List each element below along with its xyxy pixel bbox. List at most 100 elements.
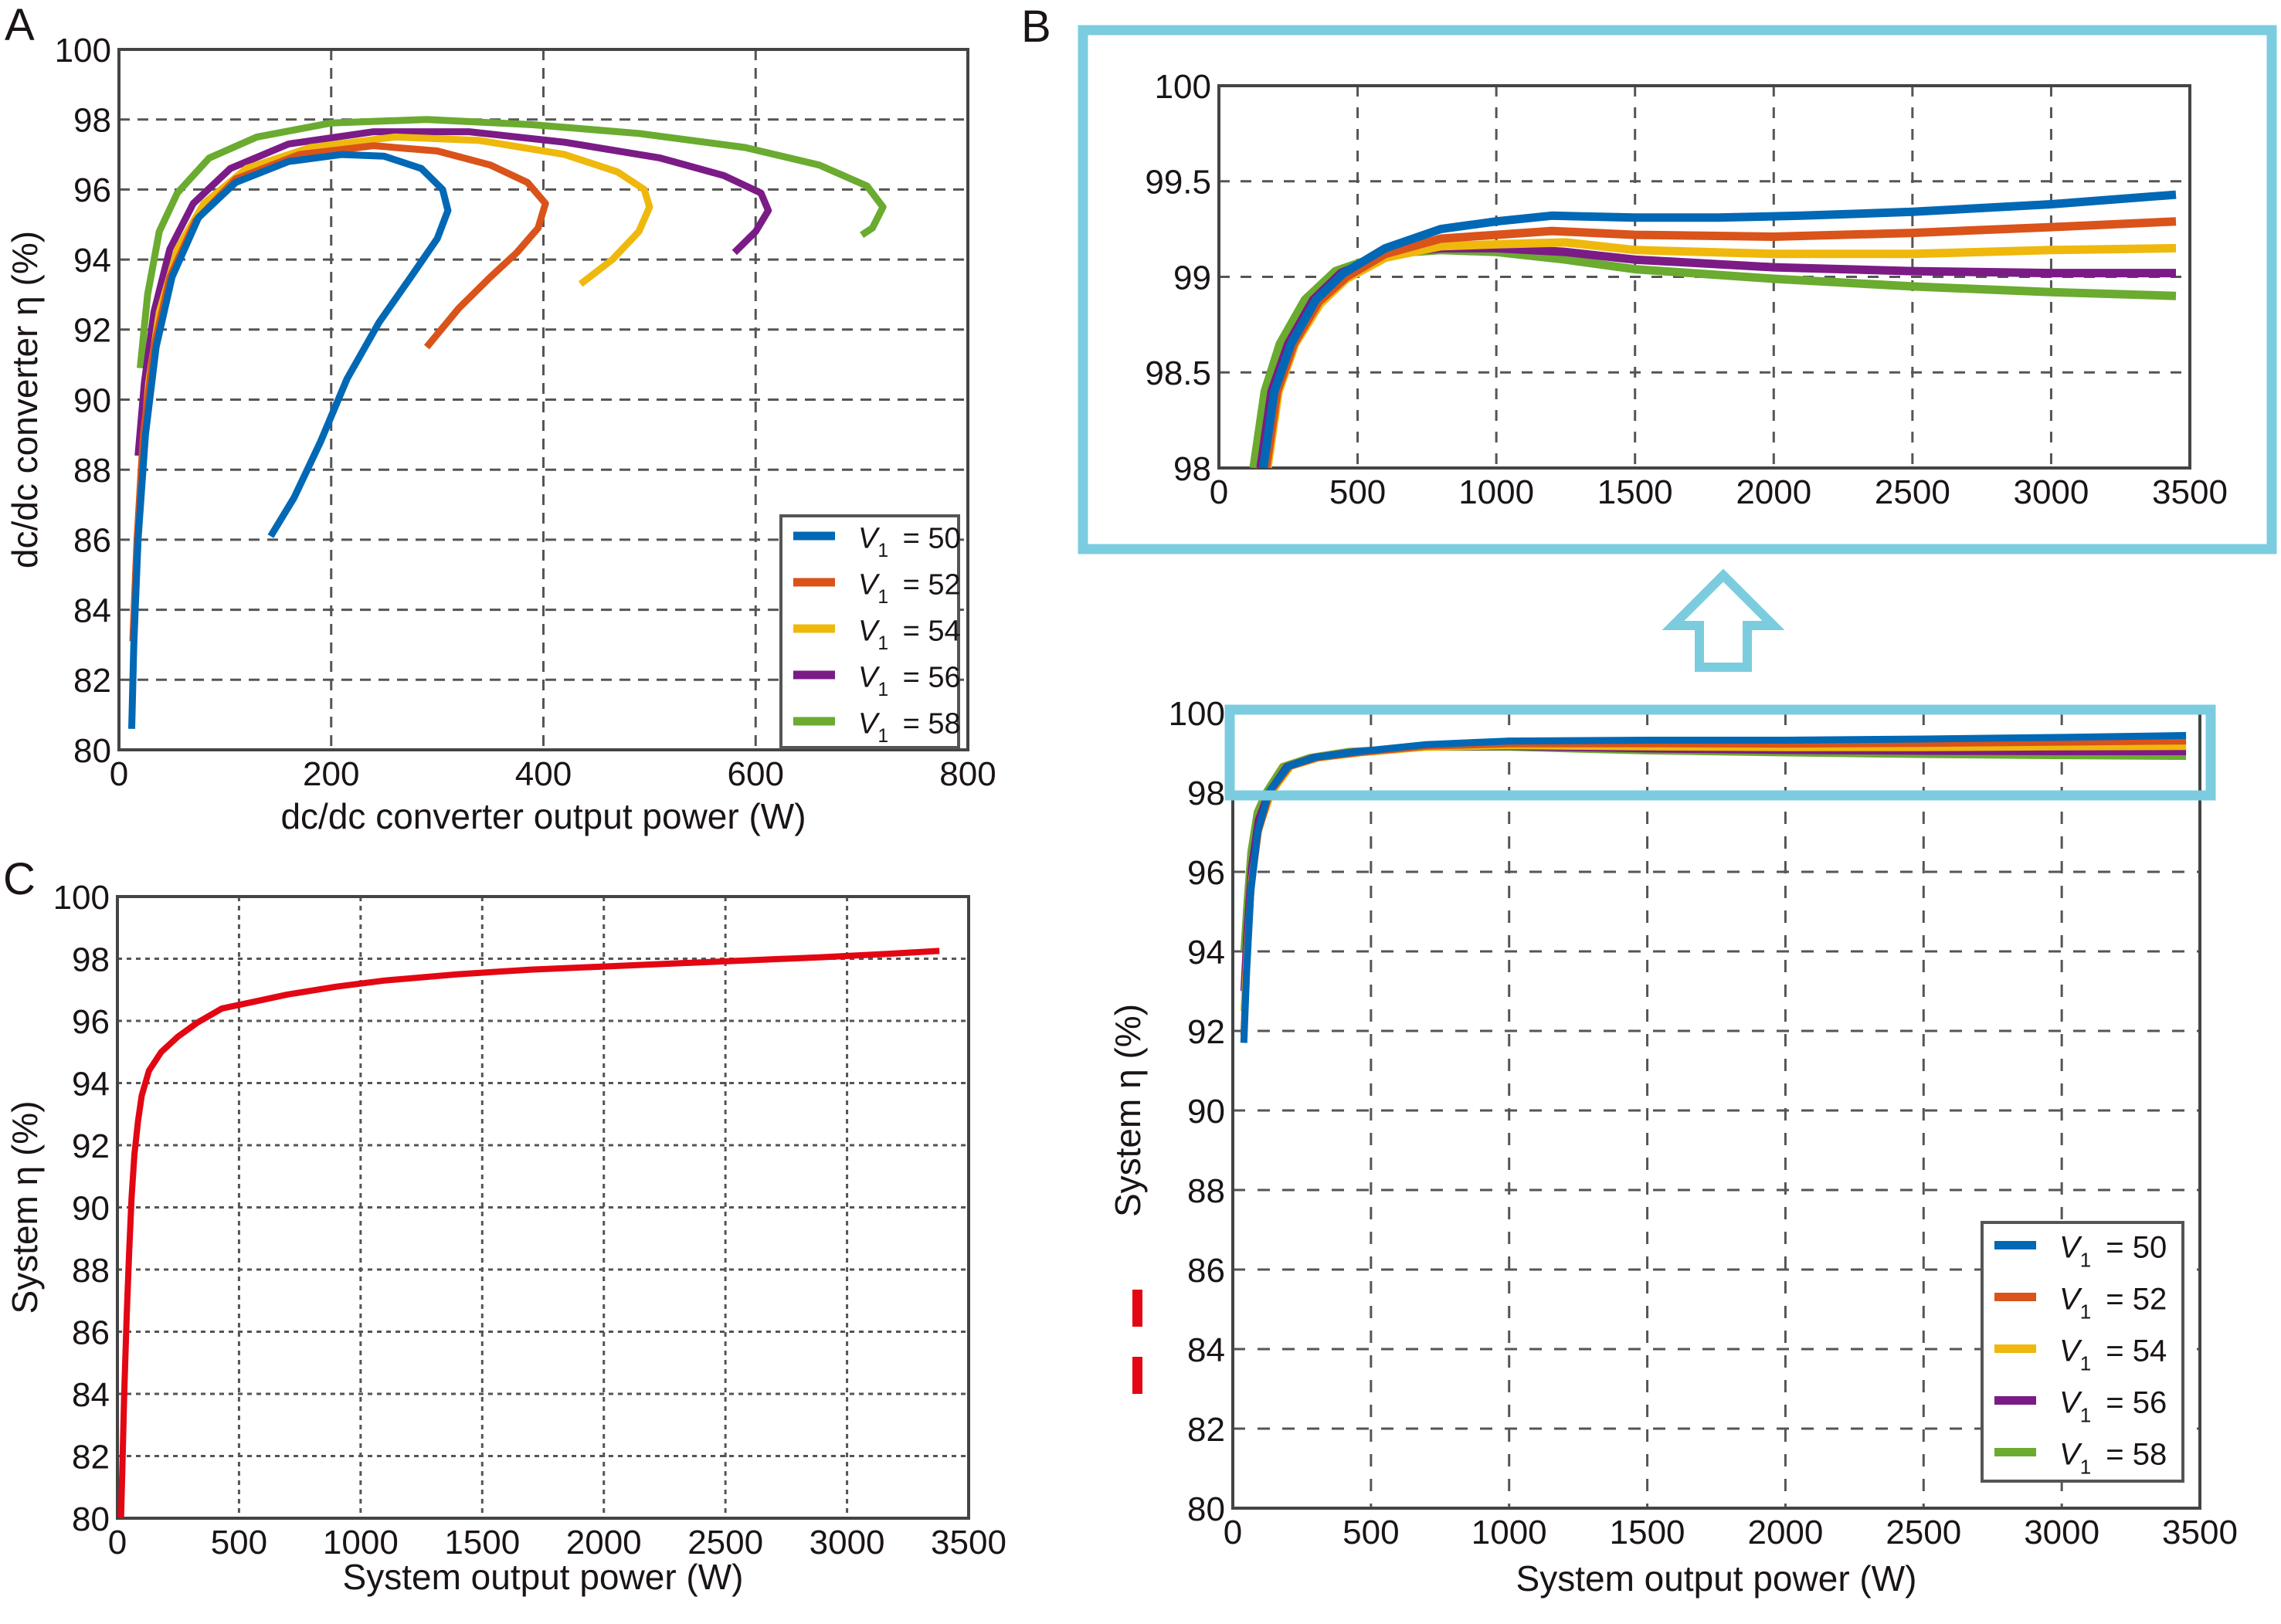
legend-entry-label: V1 = 50 [858,522,961,561]
series-line-v1-50 [1240,731,2187,1043]
x-tick-label: 2500 [1886,1514,1961,1551]
y-tick-label: 84 [72,1376,110,1414]
y-tick-label: 94 [72,1065,110,1103]
x-tick-label: 500 [1342,1514,1399,1551]
axes-frame [117,48,969,751]
legend-entry-label: V1 = 56 [858,661,961,700]
y-tick-label: 88 [72,1252,110,1290]
legend-entry-label: V1 = 58 [858,707,961,746]
y-tick-label: 96 [73,171,111,209]
x-tick-label: 1500 [444,1524,520,1561]
y-tick-label: 82 [73,662,111,700]
y-tick-label: 90 [73,381,111,419]
y-tick-label: 86 [1187,1252,1225,1290]
y-tick-label: 84 [73,592,111,629]
y-axis-label: dc/dc converter η (%) [5,231,45,568]
y-tick-label: 92 [1187,1013,1225,1051]
y-tick-label: 92 [73,312,111,350]
zoom-region-box [1224,704,2216,801]
legend-entry-label: V1 = 52 [2059,1283,2167,1324]
x-tick-label: 1000 [1471,1514,1547,1551]
y-tick-label: 98 [72,941,110,978]
x-tick-label: 200 [303,755,359,793]
x-tick-label: 2500 [687,1524,763,1561]
series-line-system [117,948,940,1518]
red-mark [1132,1357,1142,1394]
y-tick-label: 90 [1187,1093,1225,1131]
panel-label-a: A [5,0,35,50]
x-tick-label: 500 [1329,473,1386,511]
x-tick-label: 3000 [810,1524,885,1561]
panel-label-c: C [3,854,36,904]
arrow-up-icon [1662,568,1785,672]
x-tick-label: 0 [1224,1514,1242,1551]
y-tick-label: 88 [1187,1172,1225,1210]
x-tick-label: 3500 [931,1524,1006,1561]
y-tick-label: 100 [1155,68,1211,106]
x-tick-label: 2000 [1736,473,1811,511]
legend: V1 = 50 V1 = 52 V1 = 54 V1 = 56 V1 = 58 [1981,1221,2184,1483]
series-line-v1-58 [137,116,887,369]
x-tick-label: 2000 [1747,1514,1823,1551]
series-line-v1-56 [134,128,772,456]
y-tick-label: 84 [1187,1331,1225,1369]
y-tick-label: 99 [1173,259,1211,297]
legend-entry-label: V1 = 54 [858,615,961,653]
y-tick-label: 96 [1187,854,1225,892]
x-tick-label: 3000 [2024,1514,2099,1551]
x-axis-label: dc/dc converter output power (W) [280,796,806,836]
legend-entry-label: V1 = 54 [2059,1334,2167,1375]
y-tick-label: 98 [73,102,111,140]
x-tick-label: 2000 [566,1524,642,1561]
y-tick-label: 80 [72,1500,110,1538]
y-tick-label: 100 [1169,695,1225,733]
x-tick-label: 500 [211,1524,267,1561]
axes-frame [116,895,970,1520]
x-tick-label: 800 [939,755,996,793]
y-tick-label: 90 [72,1189,110,1227]
y-tick-label: 98 [1173,450,1211,488]
x-tick-label: 3500 [2162,1514,2238,1551]
x-tick-label: 1000 [1458,473,1534,511]
red-mark [1132,1290,1142,1327]
x-axis-label: System output power (W) [1516,1558,1917,1599]
y-tick-label: 80 [73,732,111,770]
chart-a: 80 82 84 86 88 90 92 94 96 98 100 0 200 400 600 800 dc/d… [5,32,996,836]
y-axis-label: System η (%) [1108,1004,1148,1217]
series-line-v1-50 [128,151,452,729]
y-tick-label: 86 [72,1314,110,1351]
legend-entry-label: V1 = 58 [2059,1438,2167,1479]
x-tick-label: 0 [1210,473,1228,511]
y-tick-label: 86 [73,522,111,560]
x-tick-label: 1500 [1597,473,1673,511]
y-tick-label: 88 [73,452,111,490]
y-tick-label: 99.5 [1145,164,1211,202]
x-tick-label: 1000 [323,1524,399,1561]
y-tick-label: 100 [55,32,111,70]
y-axis-label: System η (%) [5,1100,45,1314]
y-tick-label: 80 [1187,1490,1225,1528]
panel-label-b: B [1021,2,1051,52]
y-tick-label: 98 [1187,775,1225,812]
legend-entry-label: V1 = 50 [2059,1231,2167,1272]
x-tick-label: 400 [515,755,572,793]
y-tick-label: 96 [72,1003,110,1041]
y-tick-label: 100 [53,879,110,917]
y-tick-label: 92 [72,1127,110,1165]
legend-entry-label: V1 = 52 [858,568,961,607]
x-tick-label: 0 [108,1524,127,1561]
y-tick-label: 94 [73,242,111,280]
inset-frame [1078,25,2277,554]
axes-frame [1217,84,2191,470]
x-tick-label: 1500 [1610,1514,1685,1551]
y-tick-label: 82 [72,1438,110,1476]
y-tick-label: 82 [1187,1411,1225,1449]
legend-entry-label: V1 = 56 [2059,1386,2167,1427]
y-tick-label: 94 [1187,934,1225,971]
x-tick-label: 3000 [2013,473,2089,511]
x-tick-label: 0 [110,755,128,793]
